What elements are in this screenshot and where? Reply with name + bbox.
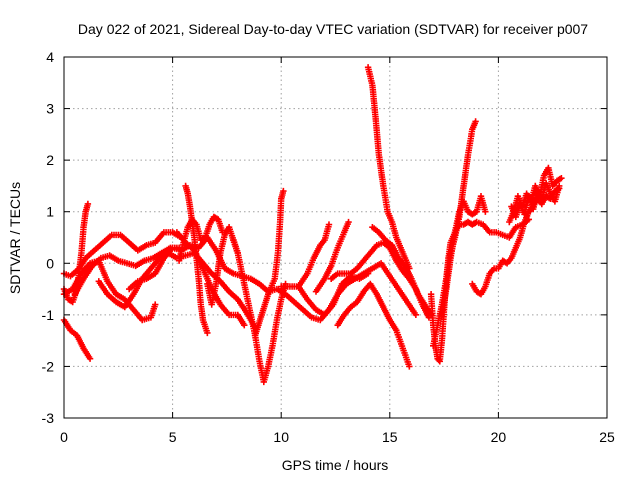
data-point [406, 363, 413, 370]
data-point [435, 356, 442, 364]
chart-title: Day 022 of 2021, Sidereal Day-to-day VTE… [78, 21, 588, 37]
x-tick-label: 10 [273, 429, 289, 445]
series-arc-2 [60, 257, 159, 324]
series-arc-13 [251, 187, 287, 339]
data-point [364, 270, 372, 277]
data-marks [60, 64, 565, 386]
series-arc-14 [278, 270, 372, 319]
data-point [152, 301, 159, 308]
series-arc-18 [334, 280, 413, 370]
x-axis-label: GPS time / hours [282, 457, 389, 473]
data-point [556, 182, 563, 190]
series-arc-3 [60, 316, 94, 362]
series-arc-11 [173, 229, 248, 329]
y-tick-label: 0 [46, 255, 54, 271]
data-point [325, 221, 333, 228]
data-point [412, 311, 420, 319]
data-point [204, 329, 211, 337]
data-point [482, 208, 489, 215]
series-arc-16 [312, 218, 352, 295]
grid [64, 57, 607, 418]
y-tick-label: -3 [42, 410, 55, 426]
x-tick-label: 5 [169, 429, 177, 445]
x-tick-label: 0 [60, 429, 68, 445]
y-tick-label: 3 [46, 101, 54, 117]
data-point [84, 200, 92, 208]
series-arc-26 [508, 180, 563, 221]
axis-ticks: 0 5 10 15 20 25 -3 -2 -1 0 1 2 3 4 [42, 49, 615, 445]
y-tick-label: 4 [46, 49, 54, 65]
series-arc-12 [230, 236, 289, 386]
series-arc-23 [438, 193, 489, 319]
x-tick-label: 15 [382, 429, 398, 445]
plot-frame [63, 56, 608, 419]
data-point [558, 174, 565, 182]
data-point [280, 187, 287, 195]
data-point [472, 118, 479, 125]
series-arc-19 [364, 64, 413, 272]
series-arc-8 [175, 213, 226, 264]
data-point [86, 355, 94, 362]
data-point [345, 218, 352, 226]
series-arc-15 [295, 221, 333, 290]
y-axis-label: SDTVAR / TECUs [7, 182, 23, 294]
y-tick-label: -1 [42, 307, 55, 323]
y-tick-label: 2 [46, 152, 54, 168]
y-tick-label: 1 [46, 204, 54, 220]
data-point [241, 321, 248, 329]
x-tick-label: 20 [491, 429, 507, 445]
x-tick-label: 25 [599, 429, 615, 445]
y-tick-label: -2 [42, 358, 55, 374]
